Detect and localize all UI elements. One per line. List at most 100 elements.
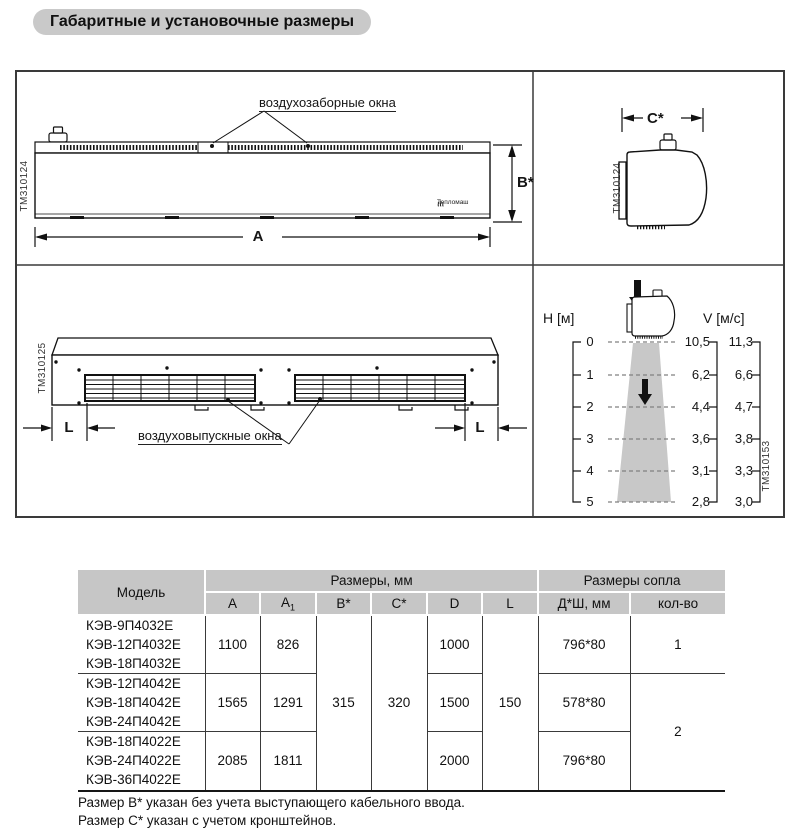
col-group-nozzle: Размеры сопла bbox=[537, 569, 727, 593]
h-tick-1: 1 bbox=[586, 367, 594, 382]
teplomash-logo-text: Тепломаш bbox=[437, 199, 469, 206]
intake-windows-label: воздухозаборные окна bbox=[259, 95, 396, 112]
header-cols-row: A A1 B* C* D L Д*Ш, мм кол-во bbox=[78, 591, 727, 616]
model-name: КЭВ-36П4022Е bbox=[86, 772, 181, 788]
v1-value-2: 4,4 bbox=[691, 399, 710, 414]
v1-value-1: 6,2 bbox=[691, 367, 710, 382]
col-header-a: A bbox=[204, 591, 261, 616]
dimension-b-label: B* bbox=[517, 174, 534, 191]
model-name: КЭВ-12П4042Е bbox=[86, 676, 181, 691]
bottom-view-code: ТМ310125 bbox=[37, 342, 48, 394]
front-view-drawing bbox=[34, 110, 522, 247]
dimension-figure: воздухозаборные окна A B* ТМ310124 Тепло… bbox=[15, 70, 785, 518]
v2-value-3: 3,8 bbox=[734, 431, 753, 446]
value-a1: 1291 bbox=[259, 673, 317, 732]
col-group-sizes: Размеры, мм bbox=[203, 569, 540, 593]
side-view-drawing bbox=[618, 108, 708, 230]
col-header-c: C* bbox=[370, 591, 428, 616]
value-a: 2085 bbox=[204, 731, 261, 790]
front-view-feet bbox=[70, 216, 454, 219]
value-a1: 1811 bbox=[259, 731, 317, 790]
h-scale-bracket bbox=[572, 341, 581, 503]
page-title: Габаритные и установочные размеры bbox=[33, 9, 372, 35]
h-tick-2: 2 bbox=[586, 399, 594, 414]
col-header-a1: A1 bbox=[259, 591, 317, 616]
model-cell: КЭВ-9П4032Е КЭВ-12П4032Е КЭВ-18П4032Е bbox=[77, 614, 206, 674]
model-name: КЭВ-12П4032Е bbox=[86, 637, 181, 652]
dimensions-table: Модель Размеры, мм Размеры сопла A A1 B*… bbox=[77, 569, 727, 790]
model-cell: КЭВ-18П4022Е КЭВ-24П4022Е КЭВ-36П4022Е bbox=[77, 731, 206, 790]
outlet-grille-right bbox=[294, 374, 466, 402]
outlet-grille-left bbox=[84, 374, 256, 402]
figure-line-art bbox=[15, 70, 785, 518]
jet-chart-code: ТМ310153 bbox=[761, 440, 772, 492]
v1-value-0: 10,5 bbox=[684, 334, 710, 349]
table-row: КЭВ-9П4032Е КЭВ-12П4032Е КЭВ-18П4032Е 11… bbox=[77, 614, 726, 790]
side-view-code: ТМ310124 bbox=[612, 162, 623, 214]
jet-direction-arrow bbox=[638, 379, 652, 405]
bottom-view-drawing bbox=[23, 337, 527, 445]
screw-dots bbox=[54, 360, 496, 405]
v2-value-5: 3,0 bbox=[734, 494, 753, 509]
jet-cone bbox=[617, 343, 671, 502]
v2-value-0: 11,3 bbox=[728, 334, 753, 349]
value-d: 1500 bbox=[426, 673, 483, 732]
dimension-a-lines bbox=[34, 227, 491, 247]
h-tick-3: 3 bbox=[586, 431, 594, 446]
header-group-row: Модель Размеры, мм Размеры сопла bbox=[77, 569, 727, 616]
col-header-model: Модель bbox=[77, 569, 206, 616]
footnote-b: Размер В* указан без учета выступающего … bbox=[78, 795, 465, 810]
dimension-c-label: C* bbox=[647, 110, 664, 127]
v1-value-3: 3,6 bbox=[691, 431, 710, 446]
model-name: КЭВ-18П4022Е bbox=[86, 734, 181, 750]
col-header-a1-base: A bbox=[280, 594, 290, 610]
dimension-b-lines bbox=[493, 144, 522, 223]
dimensions-table-wrap: Модель Размеры, мм Размеры сопла A A1 B*… bbox=[77, 569, 727, 792]
bottom-hooks bbox=[194, 405, 469, 411]
model-name: КЭВ-18П4042Е bbox=[86, 695, 181, 710]
value-nozzle: 796*80 bbox=[537, 731, 631, 790]
v1-value-5: 2,8 bbox=[691, 494, 710, 509]
jet-chart-drawing bbox=[572, 280, 761, 503]
front-view-code: ТМ310124 bbox=[19, 160, 30, 212]
footnote-c: Размер С* указан с учетом кронштейнов. bbox=[78, 812, 337, 828]
model-cell: КЭВ-12П4042Е КЭВ-18П4042Е КЭВ-24П4042Е bbox=[77, 673, 206, 732]
teplomash-flame-icon bbox=[437, 200, 444, 207]
figure-frame bbox=[15, 70, 785, 518]
model-name: КЭВ-24П4022Е bbox=[86, 753, 181, 769]
col-header-nozzle: Д*Ш, мм bbox=[537, 591, 632, 616]
v2-scale-bracket bbox=[752, 341, 761, 503]
dimension-l-right-label: L bbox=[475, 419, 485, 436]
col-header-d: D bbox=[426, 591, 483, 616]
table-row: КЭВ-18П4022Е КЭВ-24П4022Е КЭВ-36П4022Е 2… bbox=[77, 731, 725, 790]
value-count-merged: 2 bbox=[629, 673, 726, 790]
jet-unit-profile bbox=[626, 289, 676, 339]
table-row: КЭВ-12П4042Е КЭВ-18П4042Е КЭВ-24П4042Е 1… bbox=[77, 673, 726, 790]
h-axis-label: H [м] bbox=[543, 310, 575, 326]
value-d: 2000 bbox=[426, 731, 483, 790]
level-dashed-lines bbox=[608, 341, 678, 503]
h-tick-0: 0 bbox=[586, 334, 594, 349]
h-tick-4: 4 bbox=[586, 463, 594, 478]
value-a: 1100 bbox=[204, 614, 261, 674]
value-nozzle: 578*80 bbox=[537, 673, 631, 732]
v-axis-label: V [м/с] bbox=[703, 310, 745, 326]
intake-leader-lines bbox=[212, 110, 308, 144]
dimension-a-label: A bbox=[252, 228, 264, 245]
value-l-merged: 150 bbox=[481, 614, 539, 790]
v2-value-4: 3,3 bbox=[734, 463, 753, 478]
col-header-l: L bbox=[480, 591, 540, 616]
value-count: 1 bbox=[629, 614, 726, 674]
v1-scale-bracket bbox=[709, 341, 718, 503]
teplomash-logo: Тепломаш bbox=[437, 199, 469, 207]
value-d: 1000 bbox=[426, 614, 483, 674]
value-a1: 826 bbox=[259, 614, 317, 674]
col-header-a1-sub: 1 bbox=[290, 602, 296, 613]
value-b-merged: 315 bbox=[315, 614, 372, 790]
model-name: КЭВ-24П4042Е bbox=[86, 714, 181, 729]
h-tick-5: 5 bbox=[586, 494, 594, 509]
value-c-merged: 320 bbox=[370, 614, 428, 790]
v2-value-1: 6,6 bbox=[734, 367, 753, 382]
col-header-count: кол-во bbox=[629, 591, 727, 616]
